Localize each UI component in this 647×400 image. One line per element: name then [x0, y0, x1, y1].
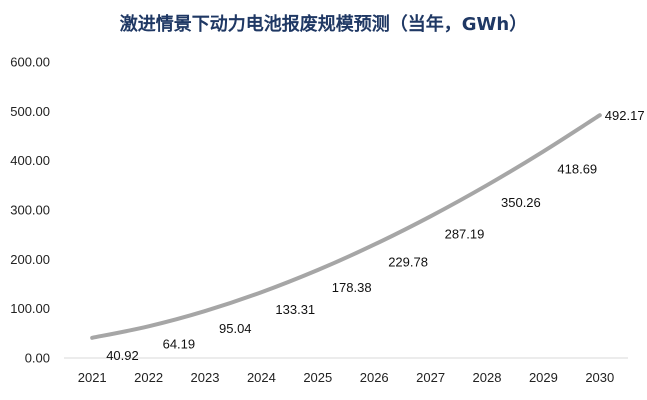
- x-tick-label: 2022: [134, 370, 163, 385]
- y-tick-label: 0.00: [25, 351, 50, 366]
- x-tick-label: 2026: [360, 370, 389, 385]
- x-tick-label: 2023: [191, 370, 220, 385]
- y-tick-label: 200.00: [10, 252, 50, 267]
- data-label: 350.26: [501, 195, 541, 210]
- x-tick-label: 2021: [78, 370, 107, 385]
- x-tick-label: 2025: [303, 370, 332, 385]
- x-tick-label: 2030: [585, 370, 614, 385]
- y-tick-label: 100.00: [10, 301, 50, 316]
- x-tick-label: 2024: [247, 370, 276, 385]
- data-label: 40.92: [106, 348, 139, 363]
- data-label: 64.19: [163, 336, 196, 351]
- data-label: 178.38: [332, 280, 372, 295]
- chart-title: 激进情景下动力电池报废规模预测（当年，GWh）: [119, 14, 528, 35]
- y-tick-label: 400.00: [10, 153, 50, 168]
- y-tick-label: 600.00: [10, 55, 50, 70]
- y-tick-label: 500.00: [10, 104, 50, 119]
- series-line: [90, 113, 602, 340]
- data-label: 418.69: [557, 161, 597, 176]
- x-tick-label: 2028: [473, 370, 502, 385]
- x-tick-label: 2029: [529, 370, 558, 385]
- y-tick-label: 300.00: [10, 203, 50, 218]
- data-label: 492.17: [605, 108, 645, 123]
- x-tick-label: 2027: [416, 370, 445, 385]
- data-labels: 40.92 64.19 95.04 133.31 178.38 229.78 287.19 3…: [106, 108, 644, 363]
- x-axis: 2021 2022 2023 2024 2025 2026 2027 2028 2029 2030: [78, 370, 615, 385]
- data-label: 95.04: [219, 321, 252, 336]
- y-axis: 0.00 100.00 200.00 300.00 400.00 500.00 600.00: [10, 55, 50, 366]
- data-label: 229.78: [388, 255, 428, 270]
- data-label: 133.31: [275, 302, 315, 317]
- data-label: 287.19: [445, 226, 485, 241]
